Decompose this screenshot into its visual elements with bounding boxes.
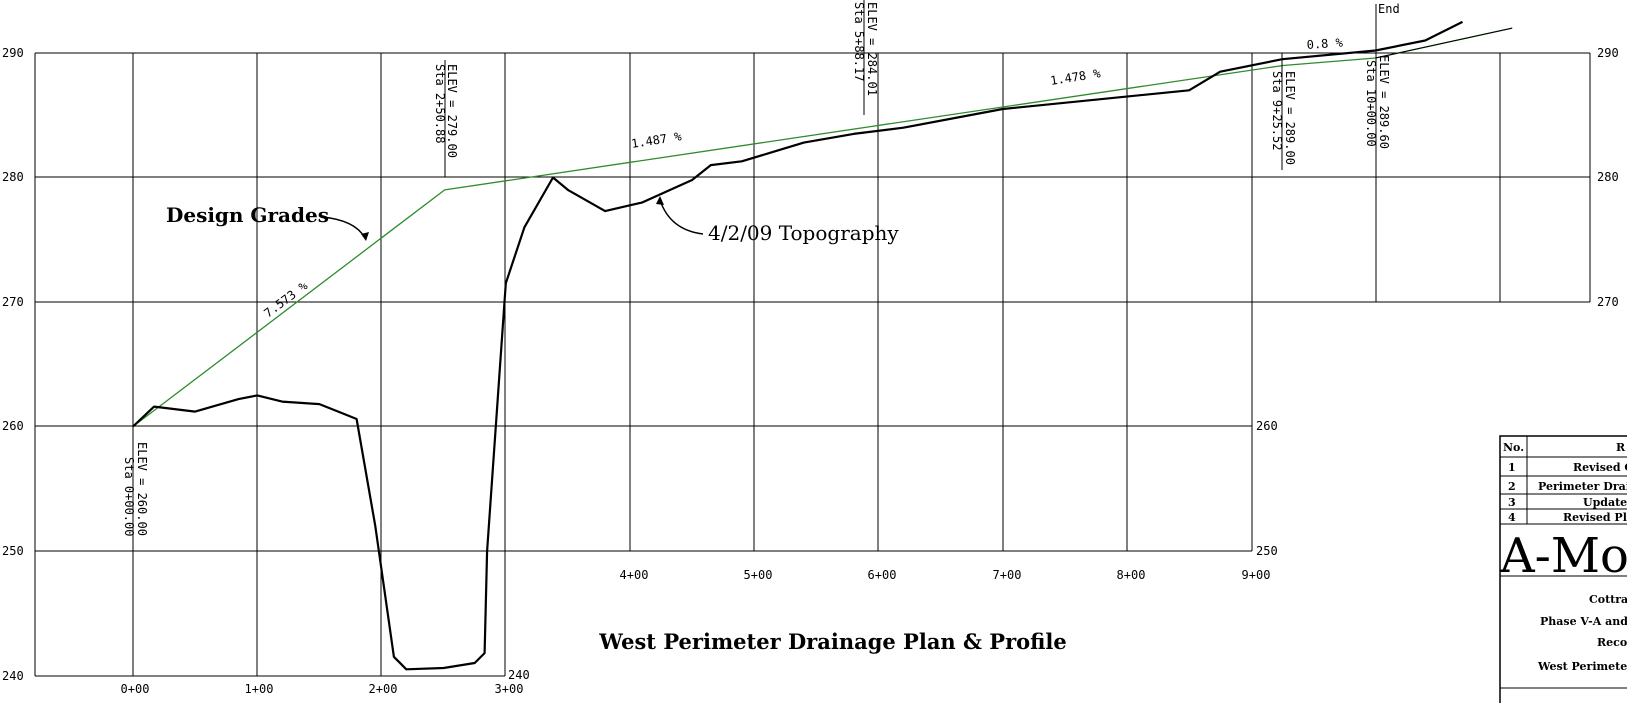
- x-ticks: 0+00 1+00 2+00 3+00 4+00 5+00 6+00 7+00 …: [121, 568, 1271, 696]
- end-tie-line: [1375, 27, 1513, 59]
- x-tick-0: 0+00: [121, 682, 150, 696]
- end-label: End: [1378, 2, 1400, 16]
- existing-ground-line: [132, 20, 1463, 671]
- y-tick-right-270: 270: [1597, 295, 1619, 309]
- topography-arrowhead: [656, 196, 664, 205]
- y-tick-280: 280: [2, 170, 24, 184]
- topography-callout: 4/2/09 Topography: [708, 221, 899, 245]
- rev-no-1: 1: [1508, 461, 1516, 474]
- y-tick-260: 260: [2, 419, 24, 433]
- slope-label-4: 0.8 %: [1306, 35, 1344, 52]
- station-markers: [132, 0, 1377, 540]
- design-grades-callout: Design Grades: [166, 203, 329, 227]
- x-tick-1: 1+00: [245, 682, 274, 696]
- y-tick-mid-250: 250: [1256, 544, 1278, 558]
- slope-label-1: 7.573 %: [261, 278, 310, 320]
- slope-labels: 7.573 % 1.487 % 1.478 % 0.8 %: [261, 35, 1344, 320]
- series-layer: [132, 20, 1513, 671]
- slope-label-3: 1.478 %: [1049, 66, 1102, 88]
- rev-desc-3: Update: [1583, 496, 1627, 509]
- station-2-sta: Sta 5+88.17: [852, 2, 866, 81]
- x-tick-8: 8+00: [1117, 568, 1146, 582]
- title-block: No. R 1 Revised C 2 Perimeter Drai 3 Upd…: [1499, 435, 1627, 703]
- station-0-elev: ELEV = 260.00: [135, 442, 149, 536]
- x-tick-2: 2+00: [369, 682, 398, 696]
- rev-desc-1: Revised C: [1573, 461, 1627, 474]
- rev-header-desc: R: [1616, 441, 1626, 454]
- y-tick-290: 290: [2, 46, 24, 60]
- rev-no-3: 3: [1508, 496, 1516, 509]
- firm-logo: A-Mo: [1499, 528, 1627, 584]
- y-tick-240: 240: [2, 669, 24, 683]
- design-grades-arrowhead: [361, 232, 369, 241]
- y-ticks-right: 290 280 270 260 250 240: [508, 46, 1619, 682]
- x-tick-7: 7+00: [993, 568, 1022, 582]
- rev-no-4: 4: [1508, 511, 1516, 524]
- station-2-elev: ELEV = 284.01: [865, 2, 879, 96]
- title-line-2: Phase V-A and: [1540, 615, 1627, 628]
- x-tick-4: 4+00: [620, 568, 649, 582]
- y-tick-270: 270: [2, 295, 24, 309]
- x-tick-6: 6+00: [868, 568, 897, 582]
- rev-header-no: No.: [1503, 441, 1524, 454]
- station-4-elev: ELEV = 289.60: [1377, 55, 1391, 149]
- rev-no-2: 2: [1508, 480, 1516, 493]
- rev-desc-4: Revised Pla: [1563, 511, 1627, 524]
- title-line-4: West Perimeter: [1537, 660, 1627, 673]
- y-tick-mid-240: 240: [508, 668, 530, 682]
- slope-label-2: 1.487 %: [630, 129, 683, 151]
- station-3-elev: ELEV = 289.00: [1283, 71, 1297, 165]
- station-4-sta: Sta 10+00.00: [1364, 60, 1378, 147]
- title-line-3: Reco: [1597, 636, 1627, 649]
- sheet-title: West Perimeter Drainage Plan & Profile: [598, 629, 1067, 654]
- x-tick-3: 3+00: [495, 682, 524, 696]
- station-labels: ELEV = 260.00 Sta 0+00.00 ELEV = 279.00 …: [122, 2, 1391, 536]
- x-tick-5: 5+00: [744, 568, 773, 582]
- x-tick-9: 9+00: [1242, 568, 1271, 582]
- rev-desc-2: Perimeter Drai: [1538, 480, 1627, 493]
- y-ticks-left: 290 280 270 260 250 240: [2, 46, 24, 683]
- station-3-sta: Sta 9+25.52: [1270, 71, 1284, 150]
- profile-grid: [34, 52, 1591, 677]
- y-tick-right-290: 290: [1597, 46, 1619, 60]
- y-tick-250: 250: [2, 544, 24, 558]
- title-line-1: Cottra: [1589, 593, 1627, 606]
- y-tick-right-280: 280: [1597, 170, 1619, 184]
- station-0-sta: Sta 0+00.00: [122, 457, 136, 536]
- y-tick-mid-260: 260: [1256, 419, 1278, 433]
- station-1-sta: Sta 2+50.88: [433, 64, 447, 143]
- topography-leader: [659, 199, 704, 235]
- station-1-elev: ELEV = 279.00: [445, 64, 459, 158]
